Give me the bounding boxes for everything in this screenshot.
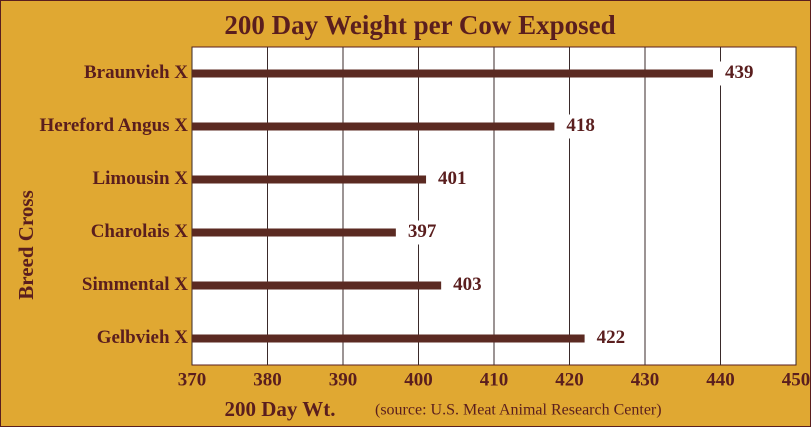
x-tick-label: 410 bbox=[480, 369, 509, 390]
x-axis-label: 200 Day Wt. bbox=[224, 397, 335, 421]
value-label: 439 bbox=[725, 62, 754, 83]
y-tick-label: Gelbvieh X bbox=[97, 327, 189, 348]
value-label-bg bbox=[432, 167, 477, 192]
value-label: 403 bbox=[453, 274, 482, 295]
x-tick-label: 370 bbox=[178, 369, 207, 390]
y-axis-label: Breed Cross bbox=[14, 190, 38, 299]
value-label-bg bbox=[590, 326, 635, 351]
value-label-bg bbox=[560, 114, 605, 139]
x-tick-label: 390 bbox=[329, 369, 358, 390]
x-tick-label: 400 bbox=[404, 369, 433, 390]
y-tick-label: Braunvieh X bbox=[84, 62, 188, 83]
bar bbox=[192, 122, 555, 131]
y-tick-label: Hereford Angus X bbox=[40, 115, 189, 136]
value-label-bg bbox=[718, 61, 763, 86]
y-tick-label: Limousin X bbox=[92, 168, 188, 189]
value-label: 397 bbox=[408, 221, 437, 242]
x-tick-label: 380 bbox=[253, 369, 282, 390]
value-label: 422 bbox=[597, 327, 626, 348]
x-tick-label: 450 bbox=[782, 369, 811, 390]
bar bbox=[192, 281, 442, 290]
bar bbox=[192, 175, 427, 184]
source-note: (source: U.S. Meat Animal Research Cente… bbox=[375, 402, 662, 419]
value-label: 418 bbox=[566, 115, 595, 136]
chart-title: 200 Day Weight per Cow Exposed bbox=[224, 10, 615, 40]
x-tick-label: 430 bbox=[631, 369, 660, 390]
value-label-bg bbox=[401, 220, 446, 245]
x-tick-label: 420 bbox=[555, 369, 584, 390]
bar bbox=[192, 228, 396, 237]
bar bbox=[192, 334, 585, 343]
bar bbox=[192, 69, 713, 78]
x-tick-label: 440 bbox=[706, 369, 735, 390]
y-tick-label: Charolais X bbox=[91, 221, 189, 242]
value-label: 401 bbox=[438, 168, 467, 189]
y-tick-label: Simmental X bbox=[82, 274, 188, 295]
value-label-bg bbox=[447, 273, 492, 298]
